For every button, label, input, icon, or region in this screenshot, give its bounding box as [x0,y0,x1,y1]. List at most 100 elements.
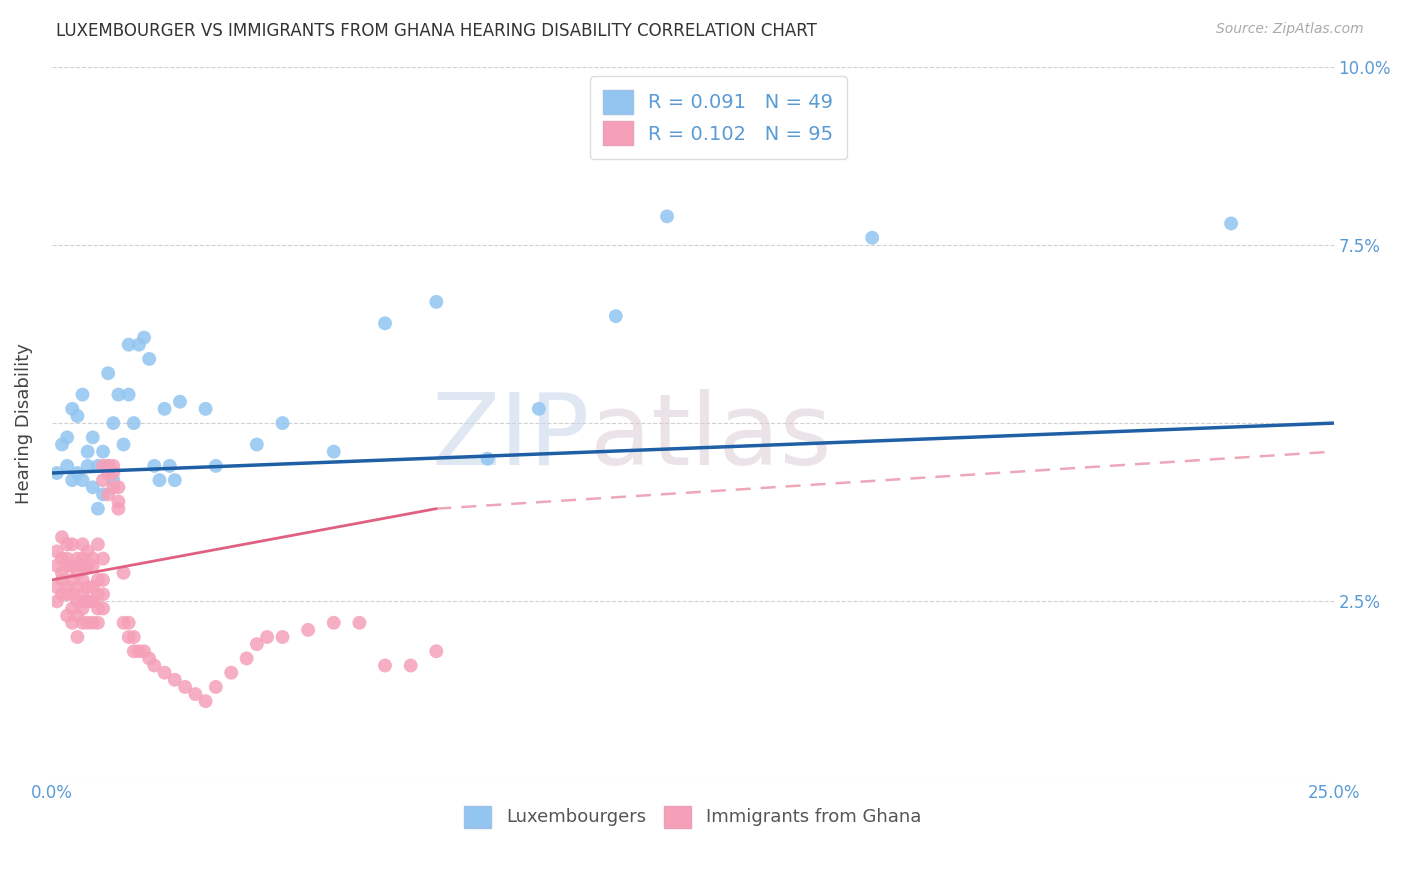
Point [56,580,79,594]
Point [87,601,110,615]
Point [72,594,94,608]
Point [97,366,120,380]
Point [72,573,94,587]
Point [66,594,89,608]
Point [138,651,160,665]
Point [66,608,89,623]
Point [76,544,98,558]
Text: atlas: atlas [591,389,832,486]
Point [87,458,110,473]
Point [60,573,83,587]
Point [51,566,73,580]
Point [219,665,242,680]
Point [246,437,269,451]
Point [256,630,278,644]
Point [148,473,170,487]
Point [118,387,141,401]
Point [51,587,73,601]
Point [56,551,79,566]
Point [374,658,396,673]
Point [235,651,257,665]
Point [655,210,678,224]
Point [82,580,104,594]
Point [72,558,94,573]
Text: ZIP: ZIP [432,389,591,486]
Point [82,558,104,573]
Point [374,316,396,330]
Point [122,416,145,430]
Point [45,580,67,594]
Point [56,608,79,623]
Point [246,637,269,651]
Point [184,687,207,701]
Point [132,330,155,344]
Point [91,473,114,487]
Point [72,537,94,551]
Point [399,658,422,673]
Point [122,630,145,644]
Point [45,544,67,558]
Point [107,387,129,401]
Point [527,401,550,416]
Point [72,387,94,401]
Point [128,644,150,658]
Point [91,487,114,501]
Point [97,487,120,501]
Point [205,458,228,473]
Point [194,694,217,708]
Point [66,580,89,594]
Point [174,680,197,694]
Point [297,623,319,637]
Point [103,458,125,473]
Point [322,615,344,630]
Point [56,587,79,601]
Point [143,458,166,473]
Point [76,558,98,573]
Point [118,615,141,630]
Point [76,444,98,458]
Point [72,551,94,566]
Legend: Luxembourgers, Immigrants from Ghana: Luxembourgers, Immigrants from Ghana [457,798,928,835]
Point [45,558,67,573]
Point [82,430,104,444]
Point [128,337,150,351]
Point [91,444,114,458]
Point [91,601,114,615]
Point [82,480,104,494]
Point [91,573,114,587]
Point [860,231,883,245]
Point [153,401,176,416]
Point [87,615,110,630]
Point [60,473,83,487]
Point [163,473,186,487]
Point [76,594,98,608]
Point [605,309,627,323]
Point [112,437,135,451]
Point [107,494,129,508]
Point [103,480,125,494]
Point [56,458,79,473]
Point [107,501,129,516]
Point [82,551,104,566]
Point [143,658,166,673]
Point [56,430,79,444]
Point [87,537,110,551]
Point [76,594,98,608]
Point [159,458,181,473]
Point [60,601,83,615]
Point [169,394,191,409]
Point [72,615,94,630]
Point [194,401,217,416]
Point [87,501,110,516]
Point [112,615,135,630]
Point [76,558,98,573]
Point [51,437,73,451]
Point [66,409,89,423]
Point [72,587,94,601]
Point [66,630,89,644]
Point [51,573,73,587]
Point [103,473,125,487]
Point [349,615,371,630]
Point [163,673,186,687]
Point [60,401,83,416]
